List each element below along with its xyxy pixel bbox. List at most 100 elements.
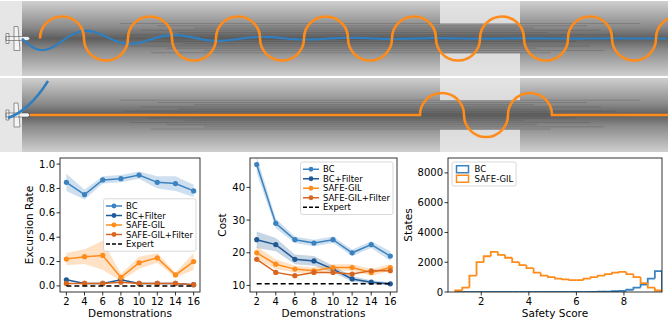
plot-data — [455, 252, 662, 292]
y-tick-label: 40 — [232, 182, 245, 193]
legend-label: SAFE-GIL+Filter — [323, 193, 391, 203]
safe-gil-trajectory — [30, 93, 668, 137]
legend-label: BC+Filter — [323, 174, 363, 184]
figure: 2468101214160.00.20.40.60.81.0Demonstrat… — [0, 0, 668, 322]
histogram-step — [655, 271, 662, 292]
x-tick-label: 6 — [292, 296, 298, 307]
x-tick-label: 6 — [100, 296, 106, 307]
series-marker — [155, 255, 160, 260]
x-tick-label: 8 — [311, 296, 317, 307]
series-marker — [100, 253, 105, 258]
histogram-step — [548, 276, 555, 277]
series-line — [257, 283, 391, 285]
histogram-step — [612, 273, 619, 274]
legend-label: Expert — [126, 239, 155, 249]
y-tick-label: 30 — [232, 215, 245, 226]
series-marker — [273, 262, 278, 267]
y-tick — [445, 292, 449, 293]
tire-mark — [130, 122, 590, 123]
runway-image — [0, 78, 668, 152]
series-marker — [191, 282, 196, 287]
series-marker — [311, 270, 316, 275]
series-marker — [292, 267, 297, 272]
y-tick-label: 0.6 — [39, 207, 55, 218]
histogram-step — [605, 274, 612, 275]
x-axis-title: Demonstrations — [88, 307, 172, 319]
x-tick — [371, 292, 372, 296]
x-tick — [390, 292, 391, 296]
x-tick-label: 8 — [118, 296, 124, 307]
x-tick — [528, 292, 529, 296]
series-marker — [191, 282, 196, 287]
histogram-step — [562, 278, 569, 281]
x-tick-label: 4 — [81, 296, 87, 307]
x-tick-label: 6 — [573, 296, 579, 307]
tire-mark — [120, 23, 640, 24]
series-marker — [330, 265, 335, 270]
histogram-step — [462, 288, 469, 291]
legend-label: BC — [475, 164, 487, 174]
y-tick — [57, 285, 61, 286]
series-marker — [100, 177, 105, 182]
series-marker — [330, 237, 335, 242]
series-marker — [292, 237, 297, 242]
series-marker — [350, 271, 355, 276]
x-tick — [66, 292, 67, 296]
legend-label: SAFE-GIL — [126, 220, 165, 230]
histogram-step — [526, 265, 533, 268]
histogram-step — [641, 277, 648, 283]
y-tick — [445, 262, 449, 263]
x-tick-label: 4 — [526, 296, 532, 307]
series-marker — [136, 172, 141, 177]
series-line — [257, 259, 391, 275]
x-tick — [294, 292, 295, 296]
legend-marker — [309, 195, 314, 200]
x-axis-title: Demonstrations — [282, 307, 366, 319]
y-axis-title: States — [402, 208, 414, 241]
legend-label: SAFE-GIL+Filter — [126, 230, 194, 240]
series-marker — [82, 254, 87, 259]
runway-marking — [440, 78, 520, 100]
histogram-step — [519, 262, 526, 265]
tire-mark — [125, 34, 615, 35]
x-tick-label: 10 — [327, 296, 340, 307]
legend-label: BC+Filter — [126, 211, 166, 221]
legend-box — [300, 162, 393, 215]
series-line — [257, 240, 391, 284]
plot-frame — [250, 158, 397, 292]
series-marker — [173, 181, 178, 186]
series-marker — [254, 250, 259, 255]
x-tick — [157, 292, 158, 296]
series-marker — [369, 268, 374, 273]
histogram-step — [641, 285, 648, 288]
x-tick-label: 10 — [133, 296, 146, 307]
tire-mark — [204, 126, 604, 127]
series-marker — [350, 276, 355, 281]
legend-marker — [112, 223, 117, 228]
tire-mark — [151, 129, 551, 130]
tire-mark — [167, 48, 537, 49]
runway-marking — [440, 1, 520, 24]
plot-area — [60, 158, 200, 292]
histogram-step — [576, 279, 583, 281]
y-tick-label: 0 — [437, 287, 443, 298]
legend-marker — [112, 213, 117, 218]
runway-marking — [440, 54, 520, 77]
y-tick — [445, 172, 449, 173]
series-marker — [292, 273, 297, 278]
bc-trajectory — [22, 31, 667, 50]
histogram-step — [648, 283, 655, 287]
series-marker — [254, 257, 259, 262]
legend-marker — [309, 167, 314, 172]
series-marker — [254, 237, 259, 242]
legend-marker — [112, 232, 117, 237]
x-tick-label: 14 — [169, 296, 182, 307]
series-marker — [173, 272, 178, 277]
error-band — [66, 171, 193, 199]
x-tick — [84, 292, 85, 296]
legend-key — [457, 166, 469, 173]
y-tick-label: 0.2 — [39, 256, 55, 267]
y-tick — [57, 164, 61, 165]
series-marker — [273, 270, 278, 275]
x-tick-label: 14 — [365, 296, 378, 307]
